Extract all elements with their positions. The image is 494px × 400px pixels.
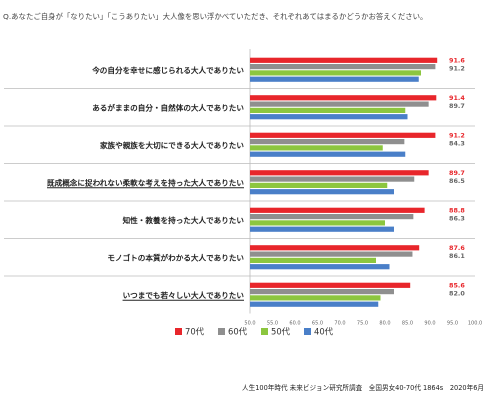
value-label-sixties: 86.5 [449,177,465,185]
value-label-seventies: 91.2 [449,132,465,140]
bar-forties [250,76,419,82]
category-label: 家族や親族を大切にできる大人でありたい [100,140,244,150]
bar-forties [250,189,394,195]
x-tick-label: 90.0 [424,321,435,327]
legend-label: 50代 [271,327,291,337]
category-label: あるがままの自分・自然体の大人でありたい [92,102,244,112]
question-text: Q.あなたご自身が「なりたい」「こうありたい」大人像を思い浮かべていただき、それ… [3,12,428,21]
bar-seventies [250,95,437,101]
bar-sixties [250,176,415,182]
bar-fifties [250,220,385,226]
legend-label: 60代 [228,327,248,337]
x-tick-label: 70.0 [334,321,345,327]
bar-seventies [250,57,438,63]
bar-sixties [250,251,413,257]
bar-sixties [250,101,429,107]
value-label-sixties: 86.3 [449,215,465,223]
value-label-sixties: 82.0 [449,290,465,298]
category-label: 既成概念に捉われない柔軟な考えを持った大人でありたい [47,177,244,187]
bar-seventies [250,207,425,213]
bar-sixties [250,64,436,70]
bar-seventies [250,170,429,176]
x-tick-label: 80.0 [379,321,390,327]
x-tick-label: 55.0 [267,321,278,327]
category-label: 今の自分を幸せに感じられる大人でありたい [92,65,244,75]
legend-swatch [261,328,268,335]
value-label-sixties: 89.7 [449,102,465,110]
value-label-sixties: 91.2 [449,65,465,73]
x-tick-label: 95.0 [447,321,458,327]
value-label-seventies: 85.6 [449,282,465,290]
bar-forties [250,151,406,157]
value-label-seventies: 91.4 [449,94,465,102]
x-tick-label: 75.0 [357,321,368,327]
bar-fifties [250,145,383,151]
legend-swatch [304,328,311,335]
legend-label: 40代 [314,327,334,337]
category-label: 知性・教養を持った大人でありたい [123,215,245,225]
bar-sixties [250,214,414,220]
value-label-seventies: 87.6 [449,244,465,252]
legend-swatch [218,328,225,335]
bar-fifties [250,257,376,263]
bar-sixties [250,139,405,145]
bar-fifties [250,182,388,188]
legend-label: 70代 [185,327,205,337]
bar-fifties [250,70,421,76]
source-note: 人生100年時代 未来ビジョン研究所調査 全国男女40-70代 1864s 20… [242,384,484,392]
value-label-sixties: 86.1 [449,252,465,260]
bar-forties [250,264,390,270]
bar-seventies [250,132,436,138]
bar-fifties [250,295,381,301]
category-label: いつまでも若々しい大人でありたい [123,290,245,300]
x-tick-label: 65.0 [312,321,323,327]
x-tick-label: 60.0 [289,321,300,327]
bar-forties [250,301,379,307]
bar-forties [250,114,408,120]
x-tick-label: 85.0 [402,321,413,327]
category-label: モノゴトの本質がわかる大人でありたい [107,252,244,262]
value-label-sixties: 84.3 [449,140,465,148]
bar-seventies [250,245,420,251]
value-label-seventies: 89.7 [449,169,465,177]
bar-sixties [250,289,394,295]
bar-fifties [250,107,406,113]
value-label-seventies: 88.8 [449,207,465,215]
value-label-seventies: 91.6 [449,57,465,65]
bar-seventies [250,282,411,288]
legend-swatch [175,328,182,335]
x-tick-label: 100.0 [468,321,482,327]
bar-forties [250,226,394,232]
x-tick-label: 50.0 [244,321,255,327]
